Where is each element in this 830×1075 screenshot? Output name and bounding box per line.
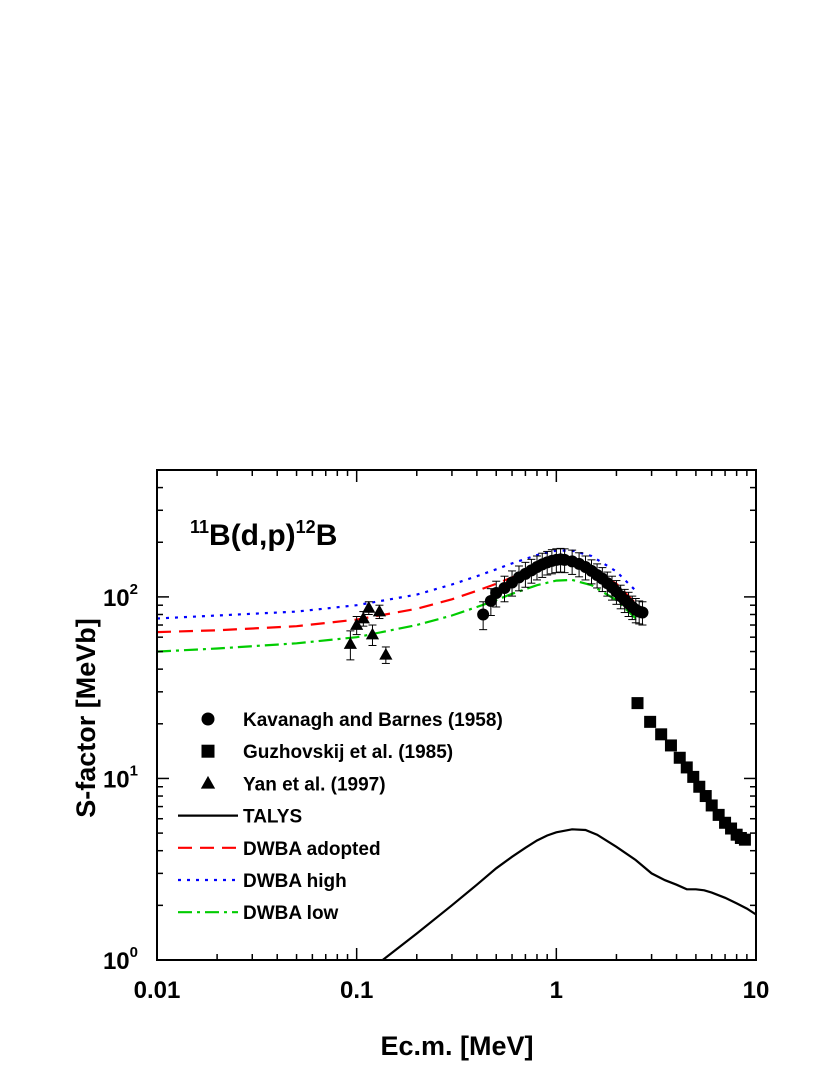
legend-label: DWBA adopted <box>243 839 381 860</box>
data-point-square <box>699 790 712 803</box>
data-point-triangle <box>379 647 393 660</box>
annotation-sup-1: 11 <box>190 517 209 537</box>
data-point-circle <box>636 606 649 619</box>
data-point-square <box>664 739 677 752</box>
series-points <box>343 547 751 846</box>
data-point-square <box>693 780 706 793</box>
data-point-triangle <box>343 637 357 649</box>
data-point-square <box>738 833 751 846</box>
data-point-circle <box>477 608 490 621</box>
y-tick-label: 101 <box>103 762 138 793</box>
data-point-square <box>655 728 668 741</box>
x-tick-label: 1 <box>550 977 563 1004</box>
legend-label: TALYS <box>243 807 302 828</box>
annotation-sup-2: 12 <box>296 517 316 537</box>
data-point-triangle <box>365 627 380 640</box>
legend-label: Kavanagh and Barnes (1958) <box>243 710 503 731</box>
data-point-square <box>673 751 686 764</box>
legend-entry: DWBA high <box>178 871 347 892</box>
legend-entry: Kavanagh and Barnes (1958) <box>201 710 503 731</box>
legend: Kavanagh and Barnes (1958) Guzhovskij et … <box>178 710 503 924</box>
series-line-talys <box>382 828 756 960</box>
legend-label: DWBA low <box>243 903 339 924</box>
data-point-triangle <box>372 604 387 617</box>
y-tick-label: 100 <box>103 944 138 975</box>
legend-entry: TALYS <box>178 807 302 828</box>
x-axis-label: Ec.m. [MeV] <box>380 1031 533 1061</box>
x-tick-label: 10 <box>743 977 770 1004</box>
legend-label: DWBA high <box>243 871 347 892</box>
series-line-dwba-adopted <box>157 562 637 634</box>
data-point-square <box>631 697 644 710</box>
legend-entry: Yan et al. (1997) <box>200 774 386 795</box>
series-line-dwba-high <box>157 549 637 620</box>
data-point-square <box>644 715 657 728</box>
axis-ticks: 0.01 0.1 1 10 100 101 102 <box>103 469 770 1004</box>
annotation-base-1: B(d,p) <box>209 519 296 552</box>
data-point-triangle <box>350 618 364 630</box>
x-tick-label: 0.01 <box>134 977 181 1004</box>
legend-label: Yan et al. (1997) <box>243 774 386 795</box>
legend-marker-circle <box>201 712 215 726</box>
data-point-square <box>687 770 700 783</box>
series-line-dwba-low <box>157 578 637 653</box>
annotation-base-2: B <box>316 519 338 552</box>
data-point-triangle <box>356 611 370 624</box>
legend-entry: DWBA low <box>178 903 339 924</box>
data-point-square <box>680 761 693 774</box>
legend-marker-square <box>201 744 215 758</box>
legend-entry: DWBA adopted <box>178 839 381 860</box>
reaction-annotation: 11B(d,p)12B <box>190 517 337 552</box>
data-point-triangle <box>362 600 376 613</box>
plot-frame <box>156 469 757 961</box>
legend-marker-triangle <box>200 775 216 789</box>
x-tick-label: 0.1 <box>340 977 373 1004</box>
y-tick-label: 102 <box>103 581 138 612</box>
y-axis-label: S-factor [MeVb] <box>71 618 101 818</box>
legend-label: Guzhovskij et al. (1985) <box>243 742 453 763</box>
data-point-square <box>705 799 718 812</box>
legend-entry: Guzhovskij et al. (1985) <box>201 742 453 763</box>
